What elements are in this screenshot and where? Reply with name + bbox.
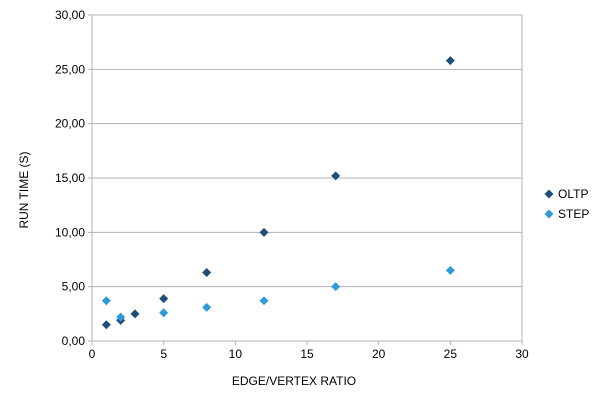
- legend-label-step: STEP: [558, 207, 589, 221]
- data-point-oltp: [202, 268, 212, 278]
- y-tick-label: 10,00: [55, 225, 85, 239]
- data-point-step: [202, 302, 212, 312]
- y-tick-label: 5,00: [62, 280, 86, 294]
- x-axis-title: EDGE/VERTEX RATIO: [231, 374, 357, 388]
- data-point-oltp: [445, 56, 455, 66]
- x-tick-label: 0: [89, 347, 96, 361]
- data-point-oltp: [101, 320, 111, 330]
- data-point-step: [159, 308, 169, 318]
- legend-label-oltp: OLTP: [558, 187, 588, 201]
- y-tick-label: 15,00: [55, 171, 85, 185]
- x-tick-label: 5: [160, 347, 167, 361]
- x-tick-label: 25: [444, 347, 458, 361]
- legend-marker-oltp: [544, 189, 554, 199]
- y-tick-label: 0,00: [62, 334, 86, 348]
- data-point-step: [259, 296, 269, 306]
- x-tick-label: 30: [515, 347, 529, 361]
- y-tick-label: 25,00: [55, 62, 85, 76]
- data-point-oltp: [259, 227, 269, 237]
- data-point-step: [445, 265, 455, 275]
- x-tick-label: 20: [372, 347, 386, 361]
- data-point-oltp: [130, 309, 140, 319]
- x-tick-label: 15: [300, 347, 314, 361]
- data-point-step: [331, 282, 341, 292]
- y-tick-label: 30,00: [55, 8, 85, 22]
- y-axis-title: RUN TIME (S): [17, 151, 31, 229]
- data-point-step: [116, 312, 126, 322]
- data-point-oltp: [331, 171, 341, 181]
- data-point-oltp: [159, 294, 169, 304]
- x-tick-label: 10: [229, 347, 243, 361]
- legend-marker-step: [544, 209, 554, 219]
- y-tick-label: 20,00: [55, 117, 85, 131]
- data-point-step: [101, 296, 111, 306]
